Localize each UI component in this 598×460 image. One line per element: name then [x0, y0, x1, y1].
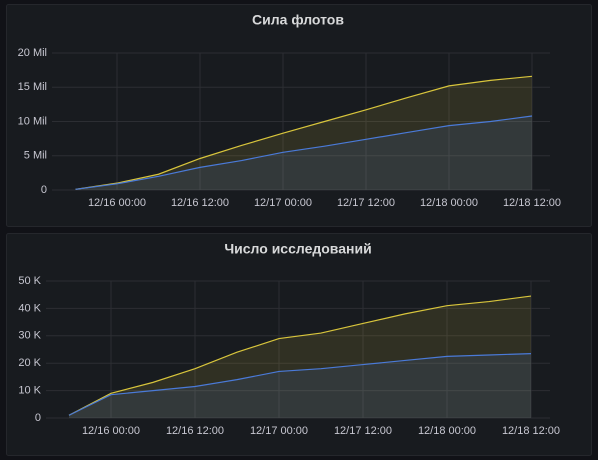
y-tick-label: 10 Mil — [18, 115, 47, 127]
x-tick-label: 12/18 00:00 — [420, 197, 478, 209]
y-tick-label: 50 K — [18, 275, 41, 287]
area — [69, 353, 531, 418]
line — [75, 115, 533, 190]
line — [68, 295, 532, 416]
x-tick-label: 12/16 12:00 — [171, 197, 229, 209]
panel — [6, 233, 592, 456]
y-tick-label: 30 K — [18, 330, 41, 342]
y-tick-label: 0 — [41, 184, 47, 196]
panel-title: Сила флотов — [252, 12, 344, 28]
x-tick-label: 12/17 00:00 — [254, 197, 312, 209]
y-tick-label: 15 Mil — [18, 81, 47, 93]
x-tick-label: 12/17 12:00 — [337, 197, 395, 209]
panel-title: Число исследований — [224, 241, 371, 257]
line — [75, 75, 533, 190]
x-tick-label: 12/17 00:00 — [250, 425, 308, 437]
y-tick-label: 40 K — [18, 302, 41, 314]
y-tick-label: 10 K — [18, 385, 41, 397]
x-tick-label: 12/18 12:00 — [502, 425, 560, 437]
x-tick-label: 12/16 12:00 — [166, 425, 224, 437]
area — [75, 76, 532, 190]
y-tick-label: 20 K — [18, 357, 41, 369]
y-tick-label: 5 Mil — [24, 150, 47, 162]
line — [68, 353, 532, 416]
x-tick-label: 12/16 00:00 — [82, 425, 140, 437]
area — [75, 116, 532, 190]
panel — [6, 4, 592, 227]
x-tick-label: 12/18 12:00 — [503, 197, 561, 209]
x-tick-label: 12/18 00:00 — [418, 425, 476, 437]
x-tick-label: 12/17 12:00 — [334, 425, 392, 437]
y-tick-label: 20 Mil — [18, 47, 47, 59]
x-tick-label: 12/16 00:00 — [88, 197, 146, 209]
y-tick-label: 0 — [35, 412, 41, 424]
